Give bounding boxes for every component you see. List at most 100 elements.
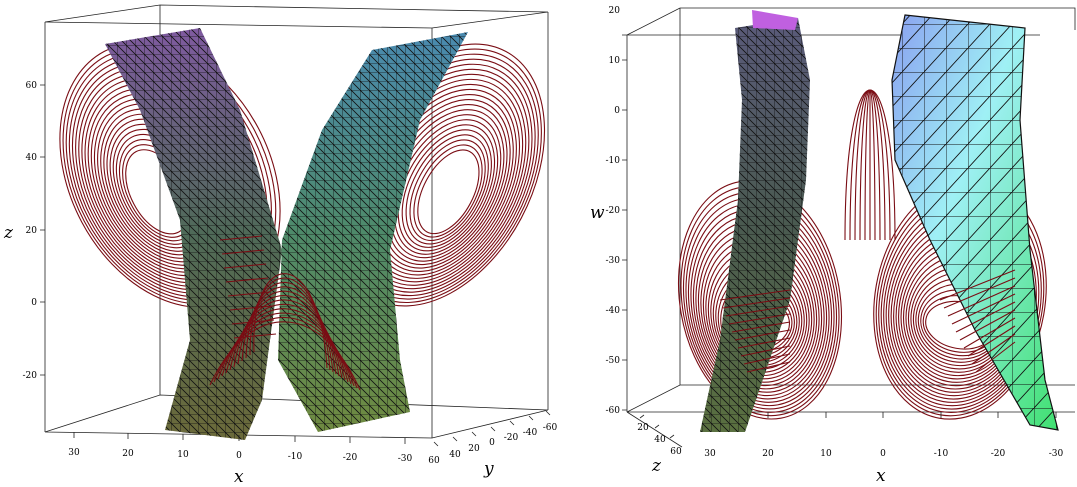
trajectory-loop bbox=[413, 144, 483, 238]
right-x-axis: 30 20 10 0 -10 -20 -30 x bbox=[704, 412, 1064, 486]
left-y-tick: 40 bbox=[449, 450, 461, 460]
left-x-tick: 30 bbox=[68, 448, 80, 458]
left-surface-2 bbox=[278, 32, 468, 432]
trajectory-strand bbox=[740, 345, 791, 357]
left-z-tick: 40 bbox=[26, 153, 38, 163]
trajectory-strand bbox=[975, 341, 1016, 373]
left-y-tick: 20 bbox=[468, 444, 480, 454]
trajectory-strand bbox=[219, 235, 263, 241]
left-x-tick: -10 bbox=[288, 452, 303, 462]
right-w-tick: -60 bbox=[606, 406, 621, 416]
trajectory-strand bbox=[229, 305, 273, 311]
left-z-tick: -20 bbox=[23, 371, 38, 381]
trajectory-strand bbox=[237, 290, 340, 377]
right-w-tick: 0 bbox=[614, 106, 620, 116]
left-x-axis-label: x bbox=[234, 467, 244, 487]
trajectory-strand bbox=[734, 329, 791, 341]
trajectory-loop bbox=[417, 149, 480, 235]
right-surface-2 bbox=[891, 14, 1059, 431]
right-z-tick: 20 bbox=[637, 423, 649, 433]
left-surface-1 bbox=[105, 28, 282, 440]
trajectory-strand bbox=[967, 325, 1016, 357]
right-plot: 20 10 0 -10 -20 -30 -40 -50 -60 w 30 20 … bbox=[590, 6, 1076, 486]
left-y-tick: 0 bbox=[489, 438, 495, 448]
right-w-tick: -40 bbox=[606, 306, 621, 316]
right-x-tick: 0 bbox=[880, 449, 886, 459]
right-x-tick: -30 bbox=[1049, 449, 1064, 459]
trajectory-strand bbox=[725, 305, 791, 317]
left-y-tick: -20 bbox=[504, 433, 519, 443]
right-w-tick: -30 bbox=[606, 256, 621, 266]
left-y-axis-label: y bbox=[483, 459, 494, 479]
left-x-tick: -20 bbox=[343, 453, 358, 463]
trajectory-strand bbox=[951, 293, 1016, 325]
trajectory-strand bbox=[737, 337, 791, 349]
left-x-axis: 30 20 10 0 -10 -20 -30 x bbox=[68, 432, 413, 487]
left-y-axis: 60 40 20 0 -20 -40 -60 y bbox=[428, 410, 558, 479]
trajectory-strand bbox=[963, 317, 1016, 349]
right-z-tick: 60 bbox=[670, 447, 682, 457]
right-x-tick: -10 bbox=[934, 449, 949, 459]
right-z-axis-label: z bbox=[651, 456, 662, 476]
left-y-tick: -40 bbox=[523, 428, 538, 438]
right-z-axis: 20 40 60 z bbox=[626, 411, 683, 476]
trajectory-strand bbox=[249, 277, 331, 371]
trajectory-strand bbox=[221, 249, 265, 255]
left-x-tick: 10 bbox=[177, 450, 189, 460]
right-w-tick: 10 bbox=[609, 56, 621, 66]
trajectory-strand bbox=[253, 273, 328, 369]
left-x-tick: -30 bbox=[398, 454, 413, 464]
left-x-tick: 20 bbox=[122, 449, 134, 459]
right-w-tick: 20 bbox=[609, 6, 621, 16]
left-z-tick: 20 bbox=[26, 226, 38, 236]
left-z-tick: 0 bbox=[31, 298, 37, 308]
trajectory-strand bbox=[229, 299, 346, 381]
trajectory-strand bbox=[241, 286, 337, 375]
trajectory-loop bbox=[401, 129, 492, 248]
trajectory-loop bbox=[405, 134, 489, 245]
right-w-axis: 20 10 0 -10 -20 -30 -40 -50 -60 w bbox=[590, 6, 627, 416]
trajectory-strand bbox=[233, 333, 277, 339]
right-w-tick: -20 bbox=[606, 206, 621, 216]
trajectory-strand bbox=[719, 289, 791, 301]
left-x-tick: 0 bbox=[236, 451, 242, 461]
left-bounding-box bbox=[44, 4, 549, 439]
right-w-tick: -50 bbox=[606, 356, 621, 366]
trajectory-strand bbox=[245, 281, 334, 373]
trajectory-strand bbox=[955, 301, 1016, 333]
trajectory-strand bbox=[743, 353, 791, 365]
trajectory-strand bbox=[746, 361, 791, 373]
trajectory-strand bbox=[939, 269, 1016, 301]
left-z-axis: 60 40 20 0 -20 z bbox=[3, 81, 45, 381]
trajectory-strand bbox=[233, 295, 343, 379]
right-trajectory-front bbox=[719, 269, 1016, 373]
trajectory-strand bbox=[943, 277, 1016, 309]
trajectory-loop bbox=[409, 139, 486, 242]
trajectory-strand bbox=[731, 321, 791, 333]
right-x-axis-label: x bbox=[876, 466, 886, 486]
trajectory-strand bbox=[728, 313, 791, 325]
left-trajectory-front bbox=[209, 235, 361, 391]
left-y-tick: 60 bbox=[428, 456, 440, 466]
trajectory-loop bbox=[397, 124, 496, 252]
right-w-axis-label: w bbox=[590, 203, 605, 223]
right-z-tick: 40 bbox=[654, 435, 666, 445]
right-x-tick: 10 bbox=[820, 449, 832, 459]
trajectory-strand bbox=[225, 277, 269, 283]
trajectory-strand bbox=[959, 309, 1016, 341]
left-y-tick: -60 bbox=[543, 423, 558, 433]
right-w-tick: -10 bbox=[606, 156, 621, 166]
trajectory-strand bbox=[227, 291, 271, 297]
right-x-tick: -20 bbox=[991, 449, 1006, 459]
left-z-tick: 60 bbox=[26, 81, 38, 91]
trajectory-strand bbox=[231, 319, 275, 325]
trajectory-strand bbox=[722, 297, 791, 309]
left-plot: 60 40 20 0 -20 z 30 20 10 0 -10 -20 -30 … bbox=[3, 4, 558, 487]
trajectory-strand bbox=[971, 333, 1016, 365]
right-x-tick: 30 bbox=[704, 449, 716, 459]
right-surface-1 bbox=[700, 10, 810, 432]
right-x-tick: 20 bbox=[762, 449, 774, 459]
trajectory-strand bbox=[223, 263, 267, 269]
trajectory-strand bbox=[947, 285, 1016, 317]
